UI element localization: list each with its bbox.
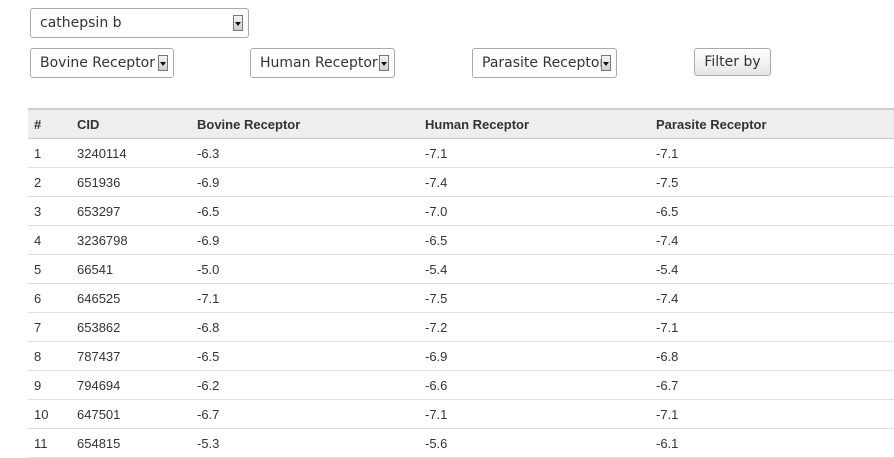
- table-row: 11 654815 -5.3 -5.6 -6.1: [28, 428, 894, 458]
- cell-number: 10: [28, 399, 71, 429]
- cell-number: 8: [28, 341, 71, 371]
- cell-cid: 66541: [71, 254, 191, 284]
- column-header-cid[interactable]: CID: [77, 116, 100, 132]
- parasite-receptor-select-value: Parasite Receptor: [482, 55, 606, 71]
- cell-parasite-receptor: -7.4: [650, 283, 894, 313]
- cell-bovine-receptor: -6.5: [191, 341, 419, 371]
- cell-cid: 653862: [71, 312, 191, 342]
- cell-number: 9: [28, 370, 71, 400]
- cell-human-receptor: -7.1: [419, 138, 650, 168]
- cell-number: 1: [28, 138, 71, 168]
- table-row: 1 3240114 -6.3 -7.1 -7.1: [28, 138, 894, 168]
- column-header-human-receptor[interactable]: Human Receptor: [425, 116, 530, 132]
- cell-cid: 787437: [71, 341, 191, 371]
- cell-bovine-receptor: -6.8: [191, 312, 419, 342]
- table-body: 1 3240114 -6.3 -7.1 -7.1 2 651936 -6.9 -7.4 -7.5 3…: [28, 138, 894, 458]
- cell-parasite-receptor: -7.4: [650, 225, 894, 255]
- cell-human-receptor: -6.9: [419, 341, 650, 371]
- cell-number: 11: [28, 428, 71, 458]
- filter-by-button[interactable]: Filter by: [694, 48, 771, 76]
- cell-number: 5: [28, 254, 71, 284]
- cell-human-receptor: -6.5: [419, 225, 650, 255]
- human-receptor-select[interactable]: Human Receptor: [250, 48, 395, 78]
- cell-cid: 3240114: [71, 138, 191, 168]
- cell-human-receptor: -7.2: [419, 312, 650, 342]
- cell-cid: 647501: [71, 399, 191, 429]
- cell-bovine-receptor: -6.9: [191, 167, 419, 197]
- cell-bovine-receptor: -6.3: [191, 138, 419, 168]
- cell-cid: 646525: [71, 283, 191, 313]
- cell-human-receptor: -7.4: [419, 167, 650, 197]
- table-row: 7 653862 -6.8 -7.2 -7.1: [28, 312, 894, 342]
- column-header-number[interactable]: #: [34, 116, 42, 132]
- cell-bovine-receptor: -6.7: [191, 399, 419, 429]
- results-table: # CID Bovine Receptor Human Receptor Par…: [28, 108, 894, 458]
- cell-human-receptor: -5.6: [419, 428, 650, 458]
- cell-cid: 651936: [71, 167, 191, 197]
- cell-human-receptor: -7.1: [419, 399, 650, 429]
- table-row: 2 651936 -6.9 -7.4 -7.5: [28, 167, 894, 197]
- cell-bovine-receptor: -6.9: [191, 225, 419, 255]
- table-row: 6 646525 -7.1 -7.5 -7.4: [28, 283, 894, 313]
- table-row: 8 787437 -6.5 -6.9 -6.8: [28, 341, 894, 371]
- chevron-down-icon[interactable]: [601, 55, 611, 71]
- cell-cid: 653297: [71, 196, 191, 226]
- parasite-receptor-select[interactable]: Parasite Receptor: [472, 48, 617, 78]
- cell-parasite-receptor: -7.1: [650, 399, 894, 429]
- compound-select[interactable]: cathepsin b: [30, 8, 249, 38]
- table-row: 9 794694 -6.2 -6.6 -6.7: [28, 370, 894, 400]
- cell-bovine-receptor: -6.2: [191, 370, 419, 400]
- results-table-container: # CID Bovine Receptor Human Receptor Par…: [28, 108, 894, 458]
- cell-parasite-receptor: -5.4: [650, 254, 894, 284]
- cell-parasite-receptor: -6.1: [650, 428, 894, 458]
- cell-number: 2: [28, 167, 71, 197]
- chevron-down-icon[interactable]: [379, 55, 389, 71]
- cell-parasite-receptor: -7.5: [650, 167, 894, 197]
- cell-human-receptor: -6.6: [419, 370, 650, 400]
- cell-human-receptor: -7.5: [419, 283, 650, 313]
- cell-bovine-receptor: -5.3: [191, 428, 419, 458]
- chevron-down-icon[interactable]: [158, 55, 168, 71]
- cell-bovine-receptor: -5.0: [191, 254, 419, 284]
- cell-human-receptor: -7.0: [419, 196, 650, 226]
- table-header: # CID Bovine Receptor Human Receptor Par…: [28, 109, 894, 139]
- cell-number: 6: [28, 283, 71, 313]
- cell-cid: 794694: [71, 370, 191, 400]
- cell-cid: 3236798: [71, 225, 191, 255]
- cell-bovine-receptor: -7.1: [191, 283, 419, 313]
- cell-parasite-receptor: -6.8: [650, 341, 894, 371]
- table-row: 3 653297 -6.5 -7.0 -6.5: [28, 196, 894, 226]
- table-row: 10 647501 -6.7 -7.1 -7.1: [28, 399, 894, 429]
- cell-cid: 654815: [71, 428, 191, 458]
- compound-select-value: cathepsin b: [40, 15, 122, 31]
- cell-bovine-receptor: -6.5: [191, 196, 419, 226]
- table-row: 5 66541 -5.0 -5.4 -5.4: [28, 254, 894, 284]
- cell-parasite-receptor: -6.5: [650, 196, 894, 226]
- table-header-row: # CID Bovine Receptor Human Receptor Par…: [28, 109, 894, 139]
- cell-number: 4: [28, 225, 71, 255]
- cell-parasite-receptor: -7.1: [650, 138, 894, 168]
- bovine-receptor-select-value: Bovine Receptor: [40, 55, 156, 71]
- cell-parasite-receptor: -7.1: [650, 312, 894, 342]
- table-row: 4 3236798 -6.9 -6.5 -7.4: [28, 225, 894, 255]
- bovine-receptor-select[interactable]: Bovine Receptor: [30, 48, 174, 78]
- cell-number: 7: [28, 312, 71, 342]
- chevron-down-icon[interactable]: [233, 15, 243, 31]
- column-header-bovine-receptor[interactable]: Bovine Receptor: [197, 116, 301, 132]
- cell-number: 3: [28, 196, 71, 226]
- human-receptor-select-value: Human Receptor: [260, 55, 378, 71]
- column-header-parasite-receptor[interactable]: Parasite Receptor: [656, 116, 767, 132]
- cell-human-receptor: -5.4: [419, 254, 650, 284]
- cell-parasite-receptor: -6.7: [650, 370, 894, 400]
